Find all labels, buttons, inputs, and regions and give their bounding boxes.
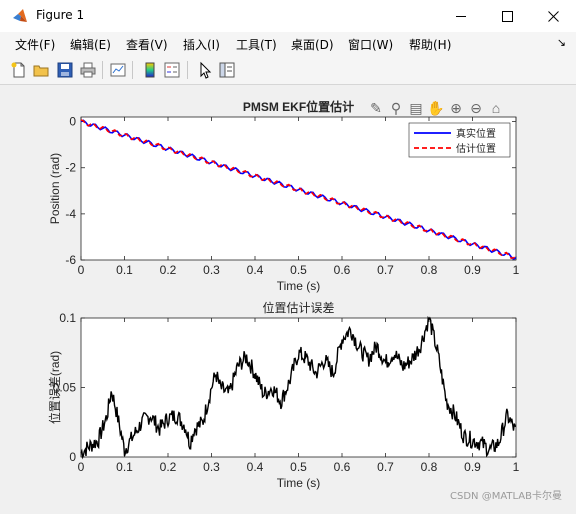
property-inspector-icon[interactable] xyxy=(218,61,236,79)
title-bar: Figure 1 xyxy=(0,0,576,32)
data-tips-icon[interactable]: ⚲ xyxy=(391,100,401,116)
series-line-estimated-position xyxy=(80,119,517,260)
x-tick-label: 0.8 xyxy=(421,263,438,277)
x-tick-label: 0.1 xyxy=(116,263,133,277)
x-tick-label: 0 xyxy=(78,263,85,277)
close-icon xyxy=(547,10,559,22)
menu-tools[interactable]: 工具(T) xyxy=(236,38,277,52)
x-tick-label: 0.3 xyxy=(203,460,220,474)
x-tick-label: 0.8 xyxy=(421,460,438,474)
maximize-icon xyxy=(501,10,513,22)
x-tick-label: 0.7 xyxy=(377,460,394,474)
y-axis-label: 位置误差(rad) xyxy=(47,351,62,424)
menu-file[interactable]: 文件(F) xyxy=(15,38,56,52)
x-tick-label: 1 xyxy=(513,460,520,474)
menu-view[interactable]: 查看(V) xyxy=(126,38,168,52)
menu-window[interactable]: 窗口(W) xyxy=(348,38,394,52)
y-tick-label: -4 xyxy=(65,207,76,221)
x-tick-label: 0.4 xyxy=(247,263,264,277)
matlab-logo-icon xyxy=(13,9,27,22)
axes-title: PMSM EKF位置估计 xyxy=(243,99,354,114)
colorbar-icon[interactable] xyxy=(141,61,159,79)
pan-icon[interactable]: ✋ xyxy=(427,100,444,116)
x-tick-label: 0.5 xyxy=(290,460,307,474)
open-file-icon[interactable] xyxy=(32,61,50,79)
y-tick-label: 0 xyxy=(69,115,76,129)
legend-box xyxy=(408,122,511,158)
new-figure-icon[interactable] xyxy=(10,61,28,79)
menu-insert[interactable]: 插入(I) xyxy=(183,38,220,52)
toolbar-separator xyxy=(102,61,103,79)
x-axis-label: Time (s) xyxy=(277,476,321,490)
x-tick-label: 0.4 xyxy=(247,460,264,474)
x-tick-label: 0.5 xyxy=(290,263,307,277)
x-axis-label: Time (s) xyxy=(277,279,321,293)
menu-desktop[interactable]: 桌面(D) xyxy=(291,38,334,52)
menu-overflow-icon[interactable]: ↘ xyxy=(556,36,566,49)
x-tick-label: 0.9 xyxy=(464,460,481,474)
x-tick-label: 0.6 xyxy=(334,263,351,277)
x-tick-label: 0.7 xyxy=(377,263,394,277)
home-icon[interactable]: ⌂ xyxy=(492,100,500,116)
series-line-true-position xyxy=(80,119,517,260)
window-title: Figure 1 xyxy=(36,8,85,22)
zoom-out-icon[interactable]: ⊖ xyxy=(470,100,482,116)
pointer-icon[interactable] xyxy=(196,61,214,79)
y-tick-label: -2 xyxy=(65,161,76,175)
x-tick-label: 0.1 xyxy=(116,460,133,474)
y-tick-label: -6 xyxy=(65,253,76,267)
save-icon[interactable] xyxy=(56,61,74,79)
menu-bar: 文件(F) 编辑(E) 查看(V) 插入(I) 工具(T) 桌面(D) 窗口(W… xyxy=(0,32,576,56)
toolbar-separator xyxy=(187,61,188,79)
y-tick-label: 0 xyxy=(69,450,76,464)
print-icon[interactable] xyxy=(79,61,97,79)
axes-box-1 xyxy=(80,317,517,458)
x-tick-label: 0.6 xyxy=(334,460,351,474)
legend-label: 真实位置 xyxy=(456,127,496,140)
legend-label: 估计位置 xyxy=(456,142,496,155)
figure-svg: 0 0.1 0.2 0.3 0.4 0.5 0.6 0.7 0.8 0.9 1 0 -2 -4 -6 Time… xyxy=(47,99,520,490)
x-tick-label: 0 xyxy=(78,460,85,474)
export-icon[interactable]: ▤ xyxy=(409,100,422,116)
maximize-button[interactable] xyxy=(484,0,530,32)
zoom-in-icon[interactable]: ⊕ xyxy=(450,100,462,116)
link-plot-icon[interactable] xyxy=(109,61,127,79)
menu-edit[interactable]: 编辑(E) xyxy=(70,38,111,52)
figure-canvas: 0 0.1 0.2 0.3 0.4 0.5 0.6 0.7 0.8 0.9 1 0 -2 -4 -6 Time… xyxy=(8,85,568,506)
axes-title: 位置估计误差 xyxy=(262,300,334,315)
toolbar-separator xyxy=(132,61,133,79)
brush-icon[interactable]: ✎ xyxy=(370,100,382,116)
y-tick-label: 0.1 xyxy=(59,311,76,325)
close-button[interactable] xyxy=(530,0,576,32)
watermark: CSDN @MATLAB卡尔曼 xyxy=(450,491,562,502)
x-tick-label: 0.9 xyxy=(464,263,481,277)
x-tick-label: 1 xyxy=(513,263,520,277)
y-tick-label: 0.05 xyxy=(53,381,77,395)
figure-toolbar xyxy=(0,56,576,85)
series-line-position-error xyxy=(80,315,517,460)
x-tick-label: 0.3 xyxy=(203,263,220,277)
y-axis-label: Position (rad) xyxy=(48,153,62,224)
minimize-icon xyxy=(456,15,466,17)
x-tick-label: 0.2 xyxy=(160,460,177,474)
minimize-button[interactable] xyxy=(438,0,484,32)
legend-icon[interactable] xyxy=(163,61,181,79)
menu-help[interactable]: 帮助(H) xyxy=(409,38,452,52)
x-tick-label: 0.2 xyxy=(160,263,177,277)
